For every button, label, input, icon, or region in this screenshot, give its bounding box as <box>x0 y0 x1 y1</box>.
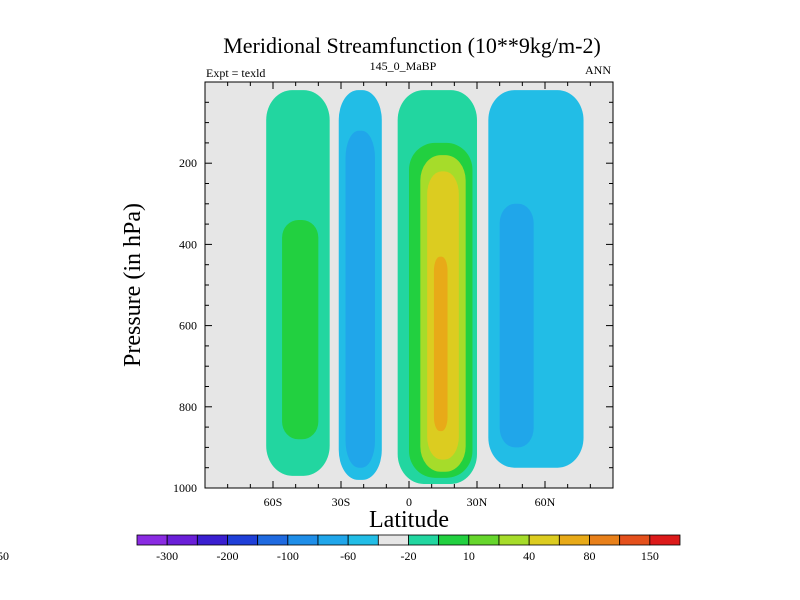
colorbar-box <box>589 534 621 546</box>
y-tick-label: 200 <box>179 156 197 170</box>
colorbar-box <box>287 534 319 546</box>
right-subtitle: ANN <box>585 63 611 77</box>
colorbar-label: 80 <box>584 549 596 563</box>
colorbar-label: -100 <box>277 549 299 563</box>
chart-title: Meridional Streamfunction (10**9kg/m-2) <box>223 33 601 58</box>
y-axis-label: Pressure (in hPa) <box>120 203 146 367</box>
circulation-cell-2-core-1 <box>345 130 375 468</box>
colorbar-label: 40 <box>523 549 535 563</box>
circulation-cell-3-core-4 <box>433 256 448 432</box>
colorbar-box <box>227 534 259 546</box>
colorbar-label: 150 <box>641 549 659 563</box>
colorbar-box <box>196 534 228 546</box>
x-tick-label: 30S <box>332 495 351 509</box>
colorbar-box <box>438 534 470 546</box>
x-tick-label: 60S <box>264 495 283 509</box>
colorbar-label: -60 <box>340 549 356 563</box>
colorbar-box <box>408 534 440 546</box>
colorbar-label: 10 <box>463 549 475 563</box>
colorbar-box <box>468 534 500 546</box>
x-axis-label: Latitude <box>369 507 449 533</box>
circulation-cell-1-core-1 <box>282 220 319 440</box>
x-tick-label: 0 <box>406 495 412 509</box>
colorbar-box <box>528 534 560 546</box>
x-tick-label: 30N <box>467 495 488 509</box>
colorbar-box <box>558 534 590 546</box>
y-tick-label: 600 <box>179 319 197 333</box>
y-tick-label: 800 <box>179 400 197 414</box>
x-axis: 60S 30S 0 30N 60N <box>227 82 591 509</box>
colorbar-box <box>619 534 651 546</box>
colorbar-box <box>257 534 289 546</box>
colorbar-label: -200 <box>217 549 239 563</box>
contour-field <box>266 90 584 484</box>
center-subtitle: 145_0_MaBP <box>370 59 437 73</box>
colorbar-label: -300 <box>156 549 178 563</box>
y-tick-label: 1000 <box>173 481 197 495</box>
colorbar-box <box>136 534 168 546</box>
colorbar-box <box>649 534 681 546</box>
colorbar-box <box>347 534 379 546</box>
colorbar-label: 250 <box>0 549 9 563</box>
colorbar-box <box>498 534 530 546</box>
circulation-cell-4-core-1 <box>499 203 534 448</box>
y-tick-label: 400 <box>179 237 197 251</box>
colorbar: -300 -200 -100 -60 -20 10 40 80 150 250 <box>0 534 681 563</box>
colorbar-box <box>377 534 409 546</box>
colorbar-label: -20 <box>401 549 417 563</box>
colorbar-box <box>317 534 349 546</box>
y-axis: 200 400 600 800 1000 <box>173 101 613 495</box>
colorbar-box <box>166 534 198 546</box>
x-tick-label: 60N <box>535 495 556 509</box>
left-subtitle: Expt = texld <box>206 66 265 80</box>
